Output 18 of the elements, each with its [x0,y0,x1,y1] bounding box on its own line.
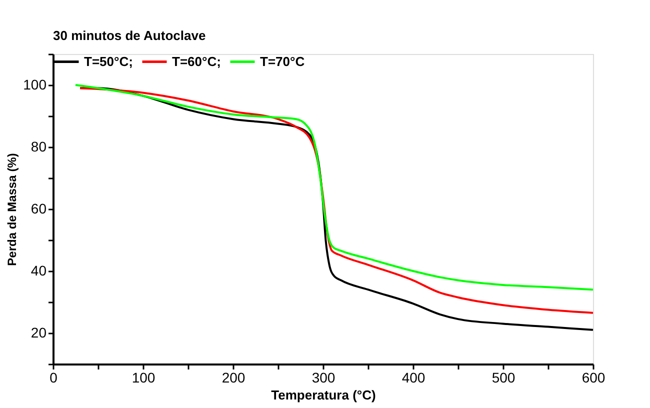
y-tick-label: 80 [30,138,47,154]
y-tick-label: 60 [30,200,47,216]
legend-title: 30 minutos de Autoclave [53,28,206,43]
y-tick-label: 20 [30,324,47,340]
y-axis-title: Perda de Massa (%) [5,153,20,266]
x-tick-label: 300 [312,370,336,386]
x-tick-label: 500 [492,370,516,386]
x-tick-label: 400 [402,370,426,386]
y-tick-label: 100 [23,76,47,92]
legend-label: T=70°C [260,54,306,69]
y-tick-label: 40 [30,262,47,278]
x-tick-label: 0 [50,370,58,386]
x-tick-label: 200 [222,370,246,386]
x-tick-label: 600 [582,370,606,386]
legend-label: T=60°C; [172,54,221,69]
x-tick-label: 100 [132,370,156,386]
legend-label: T=50°C; [84,54,133,69]
x-axis-title: Temperatura (°C) [271,388,376,402]
